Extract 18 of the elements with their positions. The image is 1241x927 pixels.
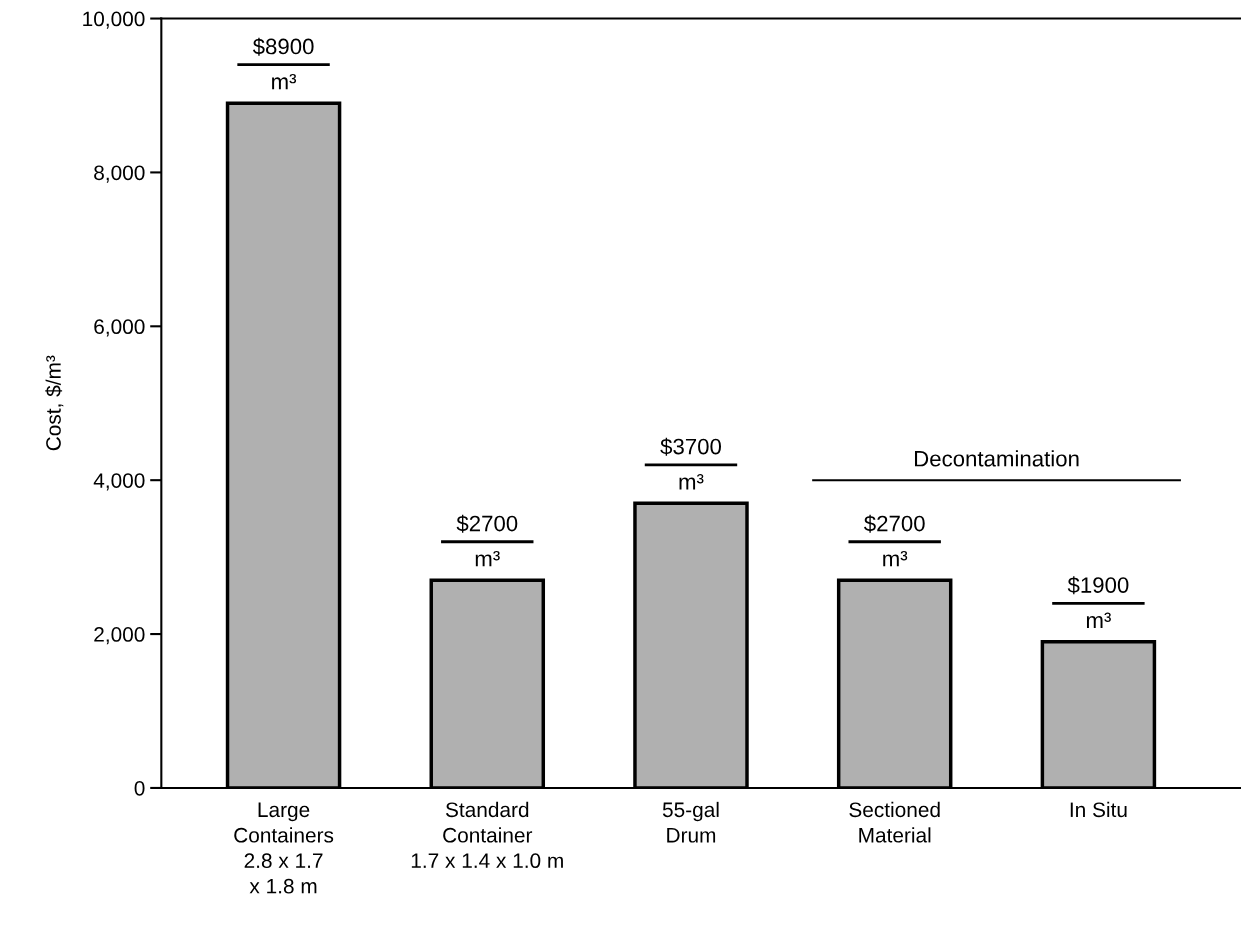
y-tick-label: 8,000 bbox=[94, 165, 145, 183]
y-tick-label: 2,000 bbox=[94, 627, 145, 645]
y-tick-label: 0 bbox=[134, 780, 145, 796]
x-tick-label: Standard Container 1.7 x 1.4 x 1.0 m bbox=[411, 801, 563, 869]
data-label: $2700 m³ bbox=[864, 514, 925, 567]
x-tick-label: Large Containers 2.8 x 1.7 x 1.8 m bbox=[234, 802, 334, 894]
data-label: $8900 m³ bbox=[252, 37, 314, 90]
annotation: Decontamination bbox=[914, 450, 1079, 467]
y-axis-title: Cost, $/m³ bbox=[45, 355, 64, 451]
data-label: $1900 m³ bbox=[1067, 576, 1129, 628]
x-tick-label: Sectioned Material bbox=[849, 801, 940, 843]
y-tick-label: 6,000 bbox=[94, 319, 145, 337]
x-tick-label: In Situ bbox=[1070, 801, 1127, 818]
y-tick-label: 4,000 bbox=[93, 473, 145, 491]
y-tick-label: 10,000 bbox=[83, 11, 145, 29]
data-label: $3700 m³ bbox=[660, 437, 722, 490]
x-tick-label: 55-gal Drum bbox=[662, 801, 719, 843]
data-label: $2700 m³ bbox=[456, 514, 518, 567]
